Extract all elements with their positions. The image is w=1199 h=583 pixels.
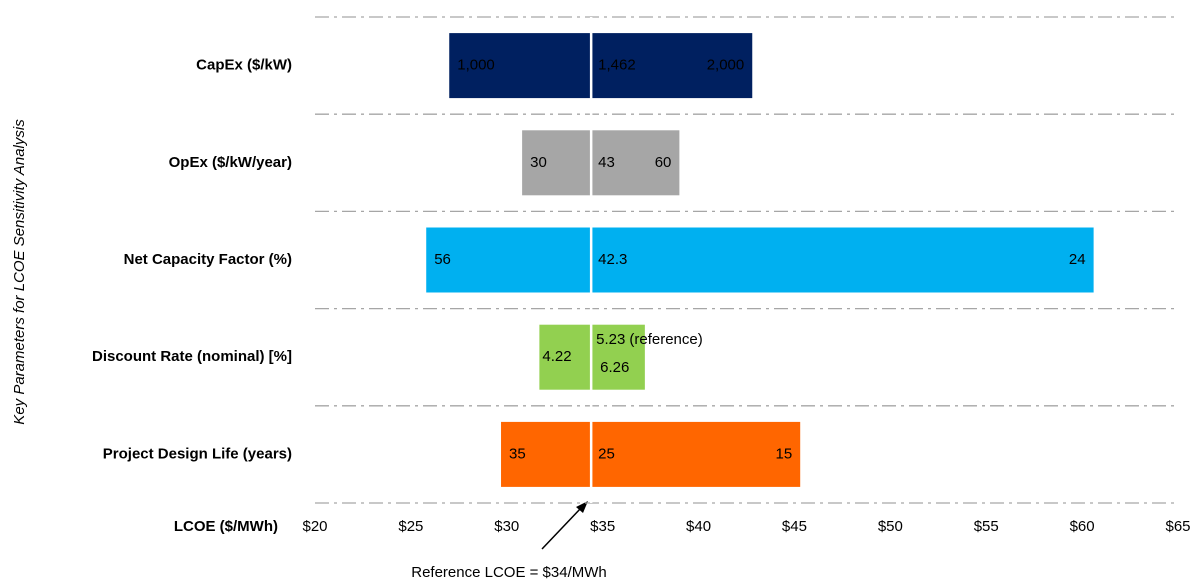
bar-low [426,227,592,293]
category-label: OpEx ($/kW/year) [169,154,292,171]
bar-label-low: 30 [530,154,547,171]
bar-high [591,421,801,487]
bar-label-low: 1,000 [457,57,495,74]
bar-high [591,33,753,99]
bar-label-low: 4.22 [542,348,571,365]
bar-label-high: 24 [1069,251,1086,268]
bar-label-high: 2,000 [707,57,745,74]
category-label: Project Design Life (years) [103,445,292,462]
bar-label-high: 6.26 [600,359,629,376]
x-tick-label: $30 [494,518,519,535]
x-tick-label: $35 [590,518,615,535]
bar-label-ref: 1,462 [598,57,636,74]
x-tick-label: $50 [878,518,903,535]
bar-label-ref: 43 [598,154,615,171]
bar-label-ref: 5.23 [596,331,625,348]
bar-high [591,324,645,390]
x-tick-label: $55 [974,518,999,535]
category-label: Net Capacity Factor (%) [124,251,292,268]
x-tick-label: $20 [302,518,327,535]
y-axis-label: Key Parameters for LCOE Sensitivity Anal… [11,119,28,425]
bar-low [501,421,592,487]
bar-low [449,33,592,99]
category-label: Discount Rate (nominal) [%] [92,348,292,365]
bar-label-low: 56 [434,251,451,268]
bar-label-high: 60 [655,154,672,171]
bar-label-ref: 42.3 [598,251,627,268]
bar-label-low: 35 [509,445,526,462]
annotation-arrow [541,507,582,550]
bar-low [539,324,592,390]
bar-label-high: 15 [776,445,793,462]
bar-label-ref: 25 [598,445,615,462]
bar-high [591,227,1094,293]
x-tick-label: $45 [782,518,807,535]
reference-note: (reference) [629,331,702,348]
x-tick-label: $65 [1165,518,1190,535]
bar-low [522,130,592,196]
x-tick-label: $40 [686,518,711,535]
bar-high [591,130,680,196]
category-label: CapEx ($/kW) [196,57,292,74]
arrow-head [576,501,588,513]
annotation: Reference LCOE = $34/MWh [411,564,607,581]
x-tick-label: $25 [398,518,423,535]
x-tick-label: $60 [1070,518,1095,535]
x-axis-label: LCOE ($/MWh) [174,518,278,535]
